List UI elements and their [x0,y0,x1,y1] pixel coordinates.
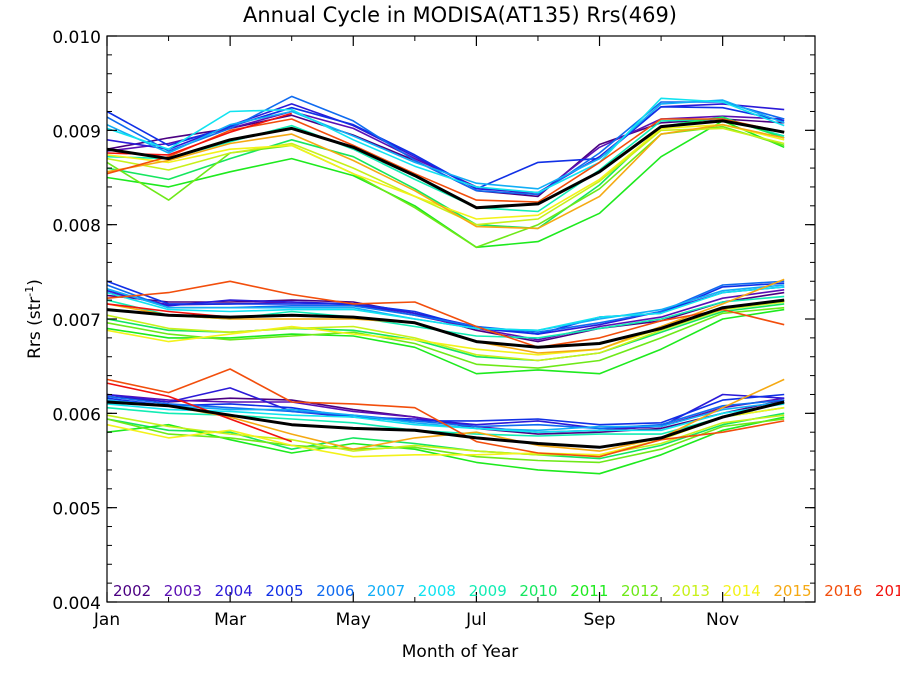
series-line-2014-group-1 [106,123,785,220]
legend-entry-2017: 2017 [875,582,900,600]
y-tick-label: 0.005 [52,500,101,520]
legend-entry-2007: 2007 [367,582,405,600]
legend-entry-2005: 2005 [265,582,303,600]
series-line-2013-group-2 [106,301,785,362]
series-line-2013-group-1 [106,127,785,226]
series-line-2016-group-3 [106,368,785,458]
series-line-2006-group-3 [106,395,785,430]
y-axis-label-text: Rrs (str [25,297,45,359]
series-line-2012-group-2 [106,306,785,369]
series-line-2002-group-3 [106,395,785,435]
series-line-2008-group-3 [106,403,785,434]
series-line-2007-group-3 [106,399,785,432]
series-line-mean-group-3 [106,400,785,449]
series-line-2008-group-1 [106,97,785,194]
series-line-2013-group-3 [106,414,785,456]
legend-entry-2016: 2016 [824,582,862,600]
axes: 0.004 0.005 0.006 0.007 0.008 0.009 0.010 Jan Ma… [52,28,815,630]
x-tick-label: Jan [93,610,120,630]
x-tick-label: Mar [214,610,246,630]
series-line-2008-group-2 [106,286,785,332]
series-line-2016-group-1 [106,118,785,203]
series-line-2011-group-2 [106,308,785,375]
legend-entry-2013: 2013 [672,582,710,600]
legend-entry-2014: 2014 [723,582,761,600]
x-tick-label: Sep [583,610,615,630]
series-line-2015-group-1 [106,123,785,230]
legend-entry-2004: 2004 [215,582,253,600]
x-tick-label: May [336,610,371,630]
legend-entry-2006: 2006 [316,582,354,600]
y-tick-label: 0.007 [52,311,101,331]
legend-entry-2009: 2009 [469,582,507,600]
series-line-2005-group-3 [106,393,785,426]
legend-entry-2002: 2002 [113,582,151,600]
series-line-2006-group-1 [106,95,785,196]
legend: 2002 2003 2004 2005 2006 2007 2008 2009 2010 2011… [113,582,900,600]
series-lines [106,95,785,475]
x-tick-label: Jul [465,610,487,630]
x-tick-label: Nov [706,610,739,630]
legend-entry-2011: 2011 [570,582,608,600]
series-line-mean-group-2 [106,298,785,349]
series-line-2016-group-2 [106,280,785,349]
series-line-mean-group-1 [106,119,785,210]
y-axis-label-sup: -1 [23,286,36,297]
series-line-2009-group-1 [106,118,785,213]
legend-entry-2010: 2010 [519,582,557,600]
legend-entry-2012: 2012 [621,582,659,600]
legend-entry-2003: 2003 [164,582,202,600]
x-axis-label: Month of Year [402,642,518,662]
y-axis-label: Rrs (str-1) [23,279,45,359]
y-tick-label: 0.008 [52,217,101,237]
chart-title: Annual Cycle in MODISA(AT135) Rrs(469) [243,3,677,27]
legend-entry-2008: 2008 [418,582,456,600]
legend-entry-2015: 2015 [773,582,811,600]
y-tick-label: 0.006 [52,405,101,425]
series-line-2005-group-2 [106,280,785,335]
y-tick-label: 0.010 [52,28,101,48]
series-line-2012-group-3 [106,418,785,464]
y-tick-label: 0.004 [52,594,101,614]
y-axis-label-close: ) [25,279,45,286]
series-line-2007-group-1 [106,99,785,190]
y-tick-label: 0.009 [52,122,101,142]
series-line-2017-group-3 [106,382,292,443]
